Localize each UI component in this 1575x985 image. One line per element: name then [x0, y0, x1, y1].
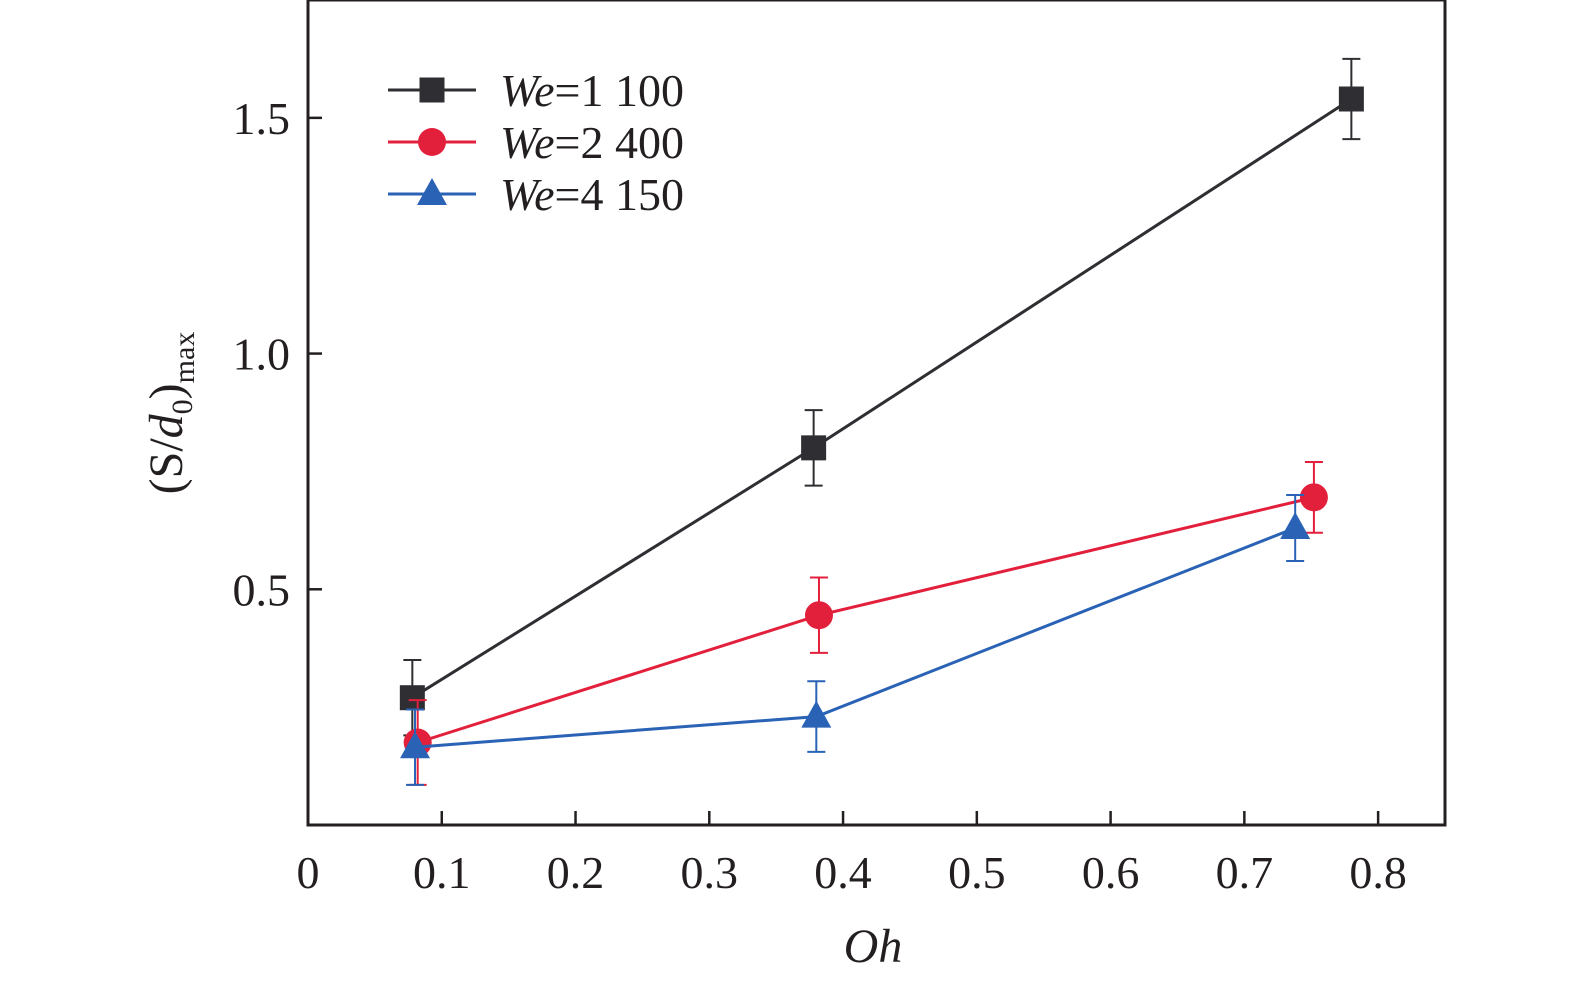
legend-marker-1: [418, 128, 446, 156]
x-tick-label-7: 0.7: [1216, 847, 1274, 898]
x-tick-label-0: 0: [297, 847, 320, 898]
y-tick-label-1: 1.0: [233, 329, 291, 380]
y-tick-label-0: 0.5: [233, 564, 291, 615]
legend-label-rest-1: =2 400: [555, 117, 684, 168]
series-1-line: [417, 495, 1315, 744]
y-tick-label-2: 1.5: [233, 93, 291, 144]
series-2-point-1: [801, 700, 832, 728]
series-1-point-1: [804, 601, 833, 630]
series-0: [399, 57, 1364, 737]
y-axis-title-open: (S/: [140, 438, 193, 495]
series-layer: [399, 57, 1364, 786]
plot-frame: [306, 0, 1447, 827]
x-axis-title: Oh: [844, 920, 903, 973]
series-2-line: [414, 526, 1296, 749]
y-axis-title-close: ): [140, 383, 193, 399]
legend-label-italic-2: We: [500, 169, 555, 220]
y-axis-ticks: 0.5 1.0 1.5: [233, 93, 322, 615]
x-tick-label-8: 0.8: [1349, 847, 1407, 898]
legend-label-italic-0: We: [500, 65, 555, 116]
x-tick-label-4: 0.4: [814, 847, 872, 898]
legend-label-rest-2: =4 150: [555, 169, 684, 220]
x-tick-label-1: 0.1: [413, 847, 471, 898]
x-tick-label-6: 0.6: [1082, 847, 1140, 898]
y-axis-title-d-sub: 0: [166, 399, 199, 414]
legend-marker-0: [419, 77, 445, 103]
x-axis-ticks: 0 0.1 0.2 0.3 0.4 0.5 0.6 0.7 0.8: [297, 811, 1407, 898]
legend-label-italic-1: We: [500, 117, 555, 168]
series-0-point-0: [399, 685, 425, 711]
y-axis-title-d: d: [140, 413, 193, 438]
y-axis-title-sub: max: [168, 332, 201, 384]
x-tick-label-3: 0.3: [681, 847, 739, 898]
x-tick-label-2: 0.2: [547, 847, 605, 898]
x-tick-label-5: 0.5: [948, 847, 1006, 898]
series-0-point-1: [801, 435, 827, 461]
series-0-point-2: [1338, 86, 1364, 112]
series-2: [400, 494, 1311, 786]
legend-label-2: We=4 150: [500, 169, 684, 220]
legend-label-rest-0: =1 100: [555, 65, 684, 116]
series-2-point-0: [400, 731, 431, 759]
legend-label-1: We=2 400: [500, 117, 684, 168]
series-2-point-2: [1280, 512, 1311, 539]
series-1-point-2: [1299, 483, 1328, 512]
legend-label-0: We=1 100: [500, 65, 684, 116]
legend-marker-2: [417, 178, 447, 205]
y-axis-title: (S/d0)max: [140, 332, 201, 495]
